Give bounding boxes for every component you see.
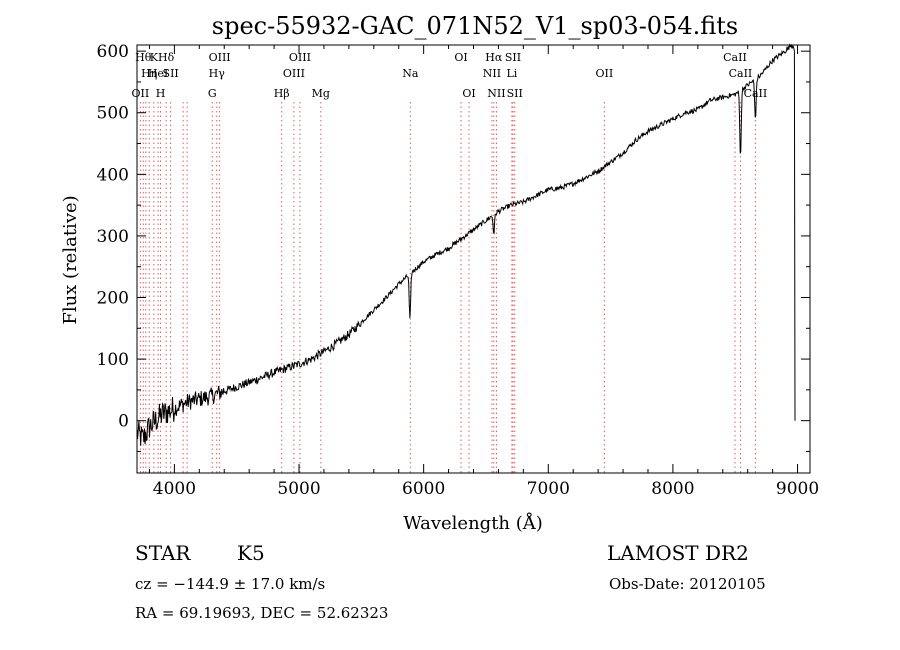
x-tick-label: 6000: [402, 479, 445, 499]
line-marker-label: Na: [402, 67, 419, 80]
line-marker-label: Hβ: [274, 87, 290, 100]
line-marker-label: Li: [506, 67, 517, 80]
y-tick-label: 400: [97, 165, 129, 185]
spectrum-series: [136, 43, 796, 446]
spectrum-line: [136, 43, 796, 446]
line-marker-label: SII: [163, 67, 179, 80]
x-tick-label: 8000: [651, 479, 694, 499]
line-marker-label: HeI: [148, 67, 168, 80]
line-marker-label: Hγ: [209, 67, 226, 80]
line-marker-label: NII: [483, 67, 501, 80]
x-tick-label: 5000: [277, 479, 320, 499]
y-axis-label: Flux (relative): [60, 195, 81, 324]
x-tick-label: 9000: [776, 479, 819, 499]
line-marker-label: G: [208, 87, 217, 100]
chart-title: spec-55932-GAC_071N52_V1_sp03-054.fits: [212, 12, 738, 40]
x-axis-label: Wavelength (Å): [403, 512, 543, 534]
object-subclass: K5: [237, 541, 265, 565]
y-tick-label: 500: [97, 104, 129, 124]
y-tick-label: 0: [118, 412, 129, 432]
plot-frame: [136, 44, 811, 474]
line-marker-label: Mg: [312, 87, 330, 100]
line-marker-label: OIII: [289, 51, 311, 64]
observation-date: Obs-Date: 20120105: [609, 575, 766, 593]
line-marker-label: H: [156, 87, 166, 100]
line-marker-label: Hα: [485, 51, 503, 64]
line-marker-label: OIII: [209, 51, 231, 64]
spectral-line-markers: OII Hθ Hη K HeI H Hδ SII G Hγ OIII Hβ OIII OIII Mg Na OI…: [132, 51, 768, 473]
line-marker-label: K: [150, 51, 159, 64]
redshift-cz: cz = −144.9 ± 17.0 km/s: [135, 575, 326, 593]
x-tick-label: 7000: [527, 479, 570, 499]
y-tick-label: 200: [97, 288, 129, 308]
line-marker-label: CaII: [744, 87, 768, 100]
line-marker-label: OI: [454, 51, 467, 64]
y-tick-label: 100: [97, 350, 129, 370]
line-marker-label: CaII: [729, 67, 753, 80]
y-tick-label: 300: [97, 227, 129, 247]
y-tick-label: 600: [97, 42, 129, 62]
line-marker-label: SII: [505, 51, 521, 64]
line-marker-label: CaII: [723, 51, 747, 64]
line-marker-label: NII: [487, 87, 505, 100]
line-marker-label: Hθ: [135, 51, 152, 64]
line-marker-label: SII: [507, 87, 523, 100]
survey-name: LAMOST DR2: [607, 541, 749, 565]
axes: 4000 5000 6000 7000 8000 9000 0 100 200 300 400 500…: [97, 42, 820, 499]
line-marker-label: Hδ: [158, 51, 175, 64]
line-marker-label: OI: [462, 87, 475, 100]
line-marker-label: OIII: [283, 67, 305, 80]
line-marker-label: OII: [596, 67, 614, 80]
line-marker-label: Hη: [141, 67, 157, 80]
coordinates: RA = 69.19693, DEC = 52.62323: [135, 604, 389, 622]
x-tick-label: 4000: [153, 479, 196, 499]
line-marker-label: OII: [132, 87, 150, 100]
object-class: STAR: [135, 541, 191, 565]
